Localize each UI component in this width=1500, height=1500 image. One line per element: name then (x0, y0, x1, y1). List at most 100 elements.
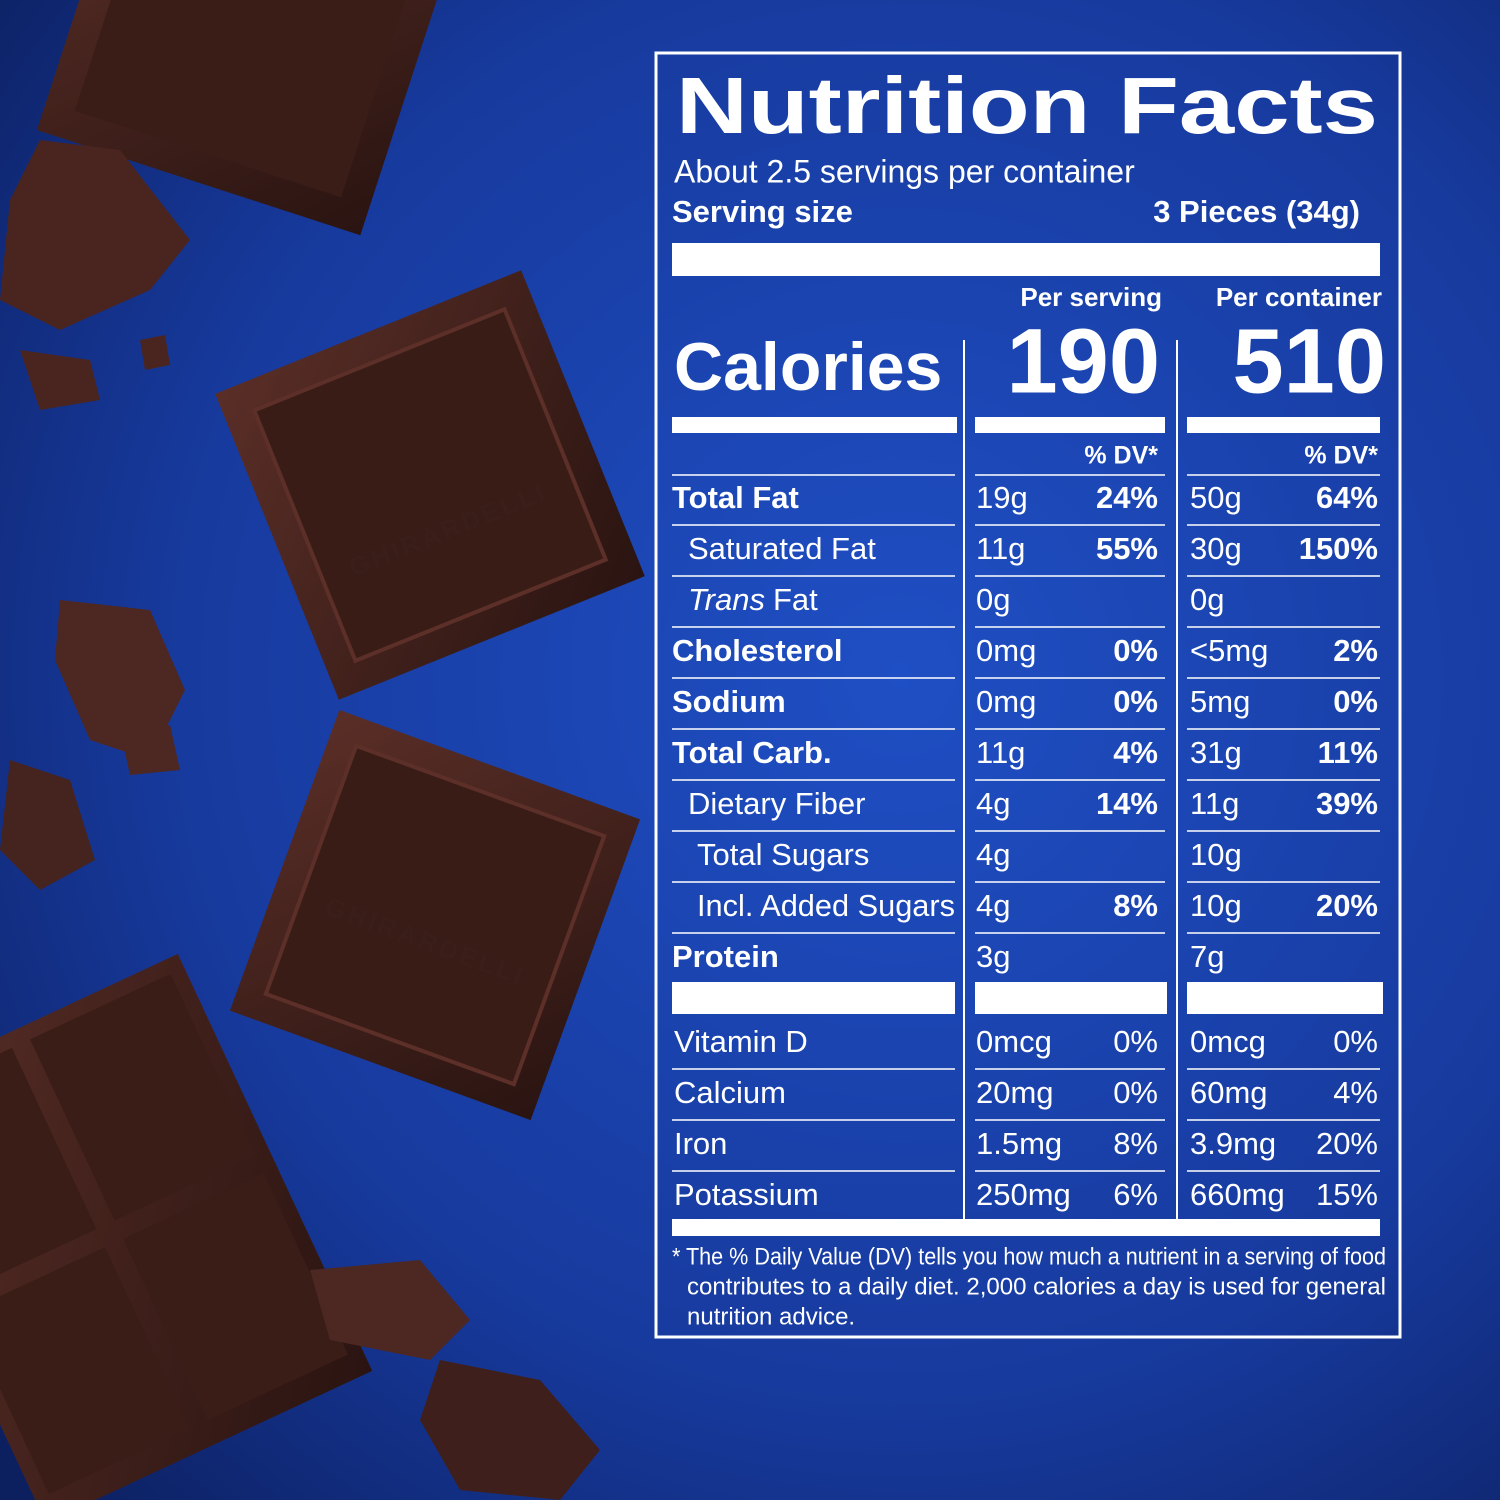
amount: 3.9mg (1190, 1126, 1276, 1161)
rule (672, 417, 957, 433)
footnote: nutrition advice. (687, 1303, 855, 1330)
amount: <5mg (1190, 633, 1268, 668)
amount: 1.5mg (976, 1126, 1062, 1161)
amount: 3g (976, 939, 1010, 974)
column-header: Per serving (1020, 282, 1162, 312)
calories-label: Calories (674, 329, 942, 405)
vitamin-name: Vitamin D (674, 1024, 808, 1059)
amount: 0g (1190, 582, 1224, 617)
amount: 0mg (976, 633, 1036, 668)
nutrient-name-part: Incl. Added Sugars (697, 888, 955, 923)
chocolate-square: GHIRARDELLI (215, 270, 645, 700)
amount: 0mg (976, 684, 1036, 719)
rule (672, 243, 1380, 276)
nutrient-name: Total Sugars (697, 837, 869, 872)
chocolate-pieces: GHIRARDELLI GHIRARDELLI (0, 0, 645, 1500)
daily-value: 0% (1333, 684, 1378, 719)
chocolate-chunk (55, 600, 185, 760)
amount: 7g (1190, 939, 1224, 974)
daily-value: 6% (1113, 1177, 1158, 1212)
chocolate-square (36, 0, 460, 236)
calories-value: 190 (1007, 310, 1161, 412)
rule (672, 1219, 1380, 1236)
nutrient-name: Trans Fat (688, 582, 818, 617)
rule (975, 417, 1165, 433)
amount: 0g (976, 582, 1010, 617)
rule (1187, 417, 1380, 433)
daily-value: 150% (1299, 531, 1378, 566)
daily-value: 8% (1113, 888, 1158, 923)
daily-value: 0% (1113, 684, 1158, 719)
chocolate-chunk (310, 1260, 470, 1360)
serving-size-label: Serving size (672, 194, 853, 229)
daily-value: 14% (1096, 786, 1158, 821)
nutrient-name-part: Cholesterol (672, 633, 843, 668)
amount: 20mg (976, 1075, 1054, 1110)
amount: 4g (976, 786, 1010, 821)
amount: 50g (1190, 480, 1242, 515)
nutrient-name-part: Sodium (672, 684, 786, 719)
nutrient-name-part: Fat (773, 582, 818, 617)
footnote: contributes to a daily diet. 2,000 calor… (687, 1273, 1386, 1300)
rule (672, 982, 955, 1014)
daily-value: 4% (1333, 1075, 1378, 1110)
chocolate-chunk (20, 350, 100, 410)
chocolate-chunk (120, 725, 180, 775)
nutrient-name: Total Carb. (672, 735, 832, 770)
amount: 5mg (1190, 684, 1250, 719)
daily-value: 20% (1316, 1126, 1378, 1161)
chocolate-chunk (140, 335, 170, 370)
rule (975, 982, 1167, 1014)
amount: 660mg (1190, 1177, 1285, 1212)
daily-value: 15% (1316, 1177, 1378, 1212)
nutrient-name: Sodium (672, 684, 786, 719)
daily-value: 0% (1113, 1075, 1158, 1110)
amount: 10g (1190, 837, 1242, 872)
amount: 11g (1190, 786, 1239, 821)
daily-value: 55% (1096, 531, 1158, 566)
nutrient-name-part: Dietary Fiber (688, 786, 865, 821)
dv-header: % DV* (1084, 442, 1158, 470)
nutrient-name: Incl. Added Sugars (697, 888, 955, 923)
nutrient-name: Cholesterol (672, 633, 843, 668)
daily-value: 11% (1318, 735, 1378, 770)
label-border (654, 51, 1402, 1339)
amount: 4g (976, 837, 1010, 872)
daily-value: 0% (1333, 1024, 1378, 1059)
nutrient-name: Dietary Fiber (688, 786, 865, 821)
nutrient-name: Total Fat (672, 480, 799, 515)
serving-size: 3 Pieces (34g) (1153, 194, 1360, 229)
nutrient-name-part: Total Carb. (672, 735, 832, 770)
vitamin-name: Calcium (674, 1075, 786, 1110)
chocolate-square: GHIRARDELLI (229, 709, 641, 1121)
title: Nutrition Facts (676, 61, 1378, 150)
amount: 60mg (1190, 1075, 1268, 1110)
nutrient-name: Protein (672, 939, 779, 974)
daily-value: 20% (1316, 888, 1378, 923)
vitamin-name: Potassium (674, 1177, 819, 1212)
daily-value: 39% (1316, 786, 1378, 821)
nutrient-name-part: Saturated Fat (688, 531, 876, 566)
daily-value: 0% (1113, 633, 1158, 668)
nutrient-name-part: Total Fat (672, 480, 799, 515)
amount: 10g (1190, 888, 1242, 923)
amount: 11g (976, 531, 1025, 566)
daily-value: 64% (1316, 480, 1378, 515)
daily-value: 24% (1096, 480, 1158, 515)
nutrient-name-part: Protein (672, 939, 779, 974)
daily-value: 8% (1113, 1126, 1158, 1161)
amount: 31g (1190, 735, 1242, 770)
chocolate-chunk (0, 140, 190, 330)
footnote: * The % Daily Value (DV) tells you how m… (672, 1243, 1386, 1270)
daily-value: 0% (1113, 1024, 1158, 1059)
column-header: Per container (1216, 282, 1382, 312)
servings: About 2.5 servings per container (674, 153, 1135, 189)
calories-value: 510 (1233, 310, 1387, 412)
chocolate-chunk (0, 760, 95, 890)
dv-header: % DV* (1304, 442, 1378, 470)
vitamin-name: Iron (674, 1126, 727, 1161)
amount: 0mcg (1190, 1024, 1266, 1059)
